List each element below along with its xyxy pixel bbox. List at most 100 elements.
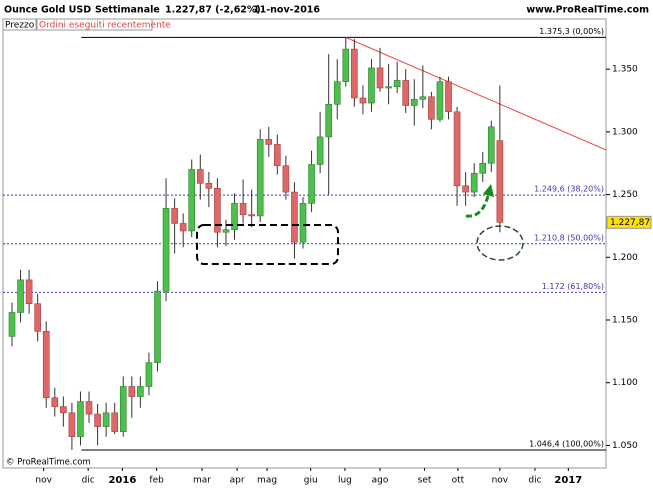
- candle-body: [462, 185, 469, 193]
- candle-body: [291, 191, 298, 243]
- level-label: 1.172 (61,80%): [542, 282, 604, 291]
- candle-body: [299, 203, 307, 243]
- candle-body: [419, 96, 427, 100]
- candle-body: [274, 144, 281, 167]
- x-tick-label: 2017: [554, 475, 582, 486]
- candle-body: [94, 413, 101, 427]
- level-label: 1.046,4 (100,00%): [529, 439, 604, 448]
- x-tick-label: lug: [338, 476, 352, 486]
- candle-body: [496, 140, 504, 223]
- level-label: 1.375,3 (0,00%): [539, 27, 604, 36]
- candle-body: [42, 330, 50, 399]
- candle-body: [256, 139, 264, 217]
- x-tick-label: nov: [35, 476, 52, 486]
- candle-body: [77, 401, 84, 437]
- panel: Prezzo: [5, 21, 35, 31]
- candle-body: [145, 362, 153, 387]
- orders-box: [36, 18, 153, 31]
- candle-body: [51, 397, 59, 407]
- candle-body: [205, 182, 213, 189]
- arrow: [465, 195, 490, 218]
- candle-body: [308, 164, 315, 204]
- consolidation-box: [196, 224, 339, 265]
- x-tick-label: ago: [372, 476, 389, 486]
- candle-body: [479, 162, 487, 174]
- y-tick-label: 1.200: [612, 253, 638, 263]
- y-tick-label: 1.350: [612, 65, 638, 75]
- arrow-head: [483, 184, 494, 197]
- candle-body: [333, 81, 341, 105]
- candle-body: [85, 401, 93, 415]
- candle-body: [17, 279, 24, 313]
- candle-body: [282, 165, 290, 193]
- candle-body: [171, 208, 178, 224]
- x-tick-label: set: [418, 476, 432, 486]
- candle-body: [214, 188, 221, 233]
- y-tick-label: 1.100: [612, 378, 638, 388]
- target-ellipse: [476, 225, 524, 261]
- candle-body: [68, 412, 76, 437]
- level-label: 1.210,8 (50,00%): [534, 233, 604, 242]
- orders: Ordini eseguiti recentemente: [39, 21, 171, 31]
- y-tick-label: 1.300: [612, 127, 638, 137]
- instrument: Ounce Gold USD: [4, 5, 91, 16]
- candle-body: [470, 172, 478, 193]
- last-price-label: 1.227,87: [610, 218, 650, 228]
- candle-body: [137, 386, 144, 397]
- trendline: [345, 36, 607, 151]
- candle-body: [359, 97, 367, 104]
- candle-body: [60, 406, 67, 414]
- candle-body: [376, 67, 384, 89]
- x-tick-label: ott: [452, 476, 465, 486]
- quote: 1.227,87 (-2,62%): [165, 5, 261, 16]
- x-tick-label: mar: [193, 476, 211, 486]
- candle-body: [265, 139, 273, 145]
- x-tick-label: feb: [149, 476, 164, 486]
- level-label: 1.249,6 (38,20%): [534, 185, 604, 194]
- candle-body: [436, 81, 444, 120]
- y-tick-label: 1.250: [612, 190, 638, 200]
- candle-body: [154, 290, 161, 363]
- candle-body: [239, 203, 247, 215]
- candle-body: [385, 86, 392, 89]
- candle-body: [316, 136, 324, 165]
- candle-body: [25, 279, 33, 305]
- candle-body: [102, 412, 110, 427]
- candle-body: [111, 412, 118, 432]
- x-tick-label: nov: [492, 476, 509, 486]
- candle-body: [196, 169, 204, 184]
- marks: 1.050 1.100 1.150 1.200 1.250 1.300 1.350 nov di…: [3, 27, 638, 486]
- x-tick-label: dic: [528, 476, 541, 486]
- x-tick-label: giu: [304, 476, 318, 486]
- candle-body: [453, 111, 461, 187]
- candle-body: [428, 96, 435, 120]
- candle-body: [188, 169, 196, 232]
- candle-body: [368, 67, 375, 104]
- candle-body: [402, 80, 410, 106]
- candle-body: [410, 98, 418, 106]
- candle-body: [325, 103, 332, 138]
- copyright: © ProRealTime.com: [6, 458, 91, 468]
- candle-body: [231, 203, 238, 231]
- candle-body: [179, 223, 187, 232]
- candle-body: [445, 81, 452, 113]
- period: Settimanale: [95, 5, 160, 16]
- site: www.ProRealTime.com: [526, 5, 649, 16]
- candle-body: [342, 48, 350, 83]
- x-tick-label: apr: [230, 476, 245, 486]
- date: 11-nov-2016: [253, 5, 320, 16]
- candle-body: [393, 80, 401, 88]
- x-tick-label: mag: [257, 476, 277, 486]
- candle-body: [119, 386, 127, 432]
- candle-body: [222, 229, 230, 233]
- x-tick-label: 2016: [108, 475, 136, 486]
- candle-body: [351, 48, 358, 99]
- candle-body: [162, 208, 170, 292]
- y-tick-label: 1.050: [612, 441, 638, 451]
- last-price-box: [606, 215, 652, 229]
- candle-body: [128, 386, 136, 397]
- candle-body: [248, 214, 255, 217]
- candle-body: [488, 126, 495, 164]
